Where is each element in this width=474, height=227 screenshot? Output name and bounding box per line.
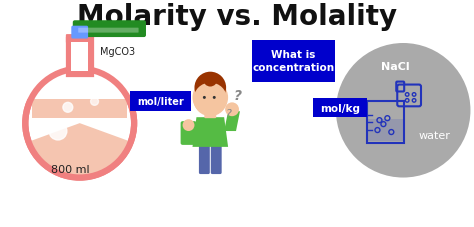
Circle shape	[193, 83, 227, 117]
Text: NaCl: NaCl	[381, 62, 410, 72]
FancyBboxPatch shape	[73, 21, 146, 38]
Circle shape	[91, 98, 99, 106]
Circle shape	[182, 120, 194, 131]
FancyBboxPatch shape	[71, 43, 88, 72]
Circle shape	[49, 123, 67, 140]
FancyBboxPatch shape	[69, 41, 91, 74]
Text: Molarity vs. Molality: Molarity vs. Molality	[77, 3, 397, 31]
Circle shape	[25, 69, 134, 178]
Circle shape	[225, 103, 239, 117]
Text: ?: ?	[225, 109, 231, 119]
Wedge shape	[30, 123, 129, 176]
FancyBboxPatch shape	[199, 144, 210, 174]
FancyBboxPatch shape	[181, 122, 196, 145]
Polygon shape	[192, 118, 228, 147]
FancyBboxPatch shape	[130, 92, 191, 112]
FancyBboxPatch shape	[66, 35, 93, 44]
Circle shape	[192, 80, 228, 116]
Circle shape	[194, 72, 226, 104]
FancyBboxPatch shape	[78, 29, 138, 33]
Text: 800 ml: 800 ml	[51, 164, 89, 174]
Text: ?: ?	[234, 89, 242, 103]
FancyBboxPatch shape	[71, 27, 88, 39]
Polygon shape	[224, 112, 240, 131]
Circle shape	[203, 96, 206, 99]
FancyBboxPatch shape	[20, 61, 139, 100]
FancyBboxPatch shape	[313, 99, 366, 118]
FancyBboxPatch shape	[204, 107, 216, 119]
Text: MgCO3: MgCO3	[100, 47, 135, 57]
Circle shape	[336, 44, 471, 178]
Text: What is
concentration: What is concentration	[252, 50, 335, 73]
Text: mol/liter: mol/liter	[137, 97, 184, 107]
Text: water: water	[419, 131, 451, 140]
Circle shape	[213, 96, 216, 99]
FancyBboxPatch shape	[252, 41, 335, 82]
Text: mol/kg: mol/kg	[320, 103, 360, 113]
FancyBboxPatch shape	[368, 119, 403, 142]
Circle shape	[203, 73, 217, 87]
Circle shape	[63, 103, 73, 113]
FancyBboxPatch shape	[211, 144, 222, 174]
FancyBboxPatch shape	[32, 99, 127, 119]
